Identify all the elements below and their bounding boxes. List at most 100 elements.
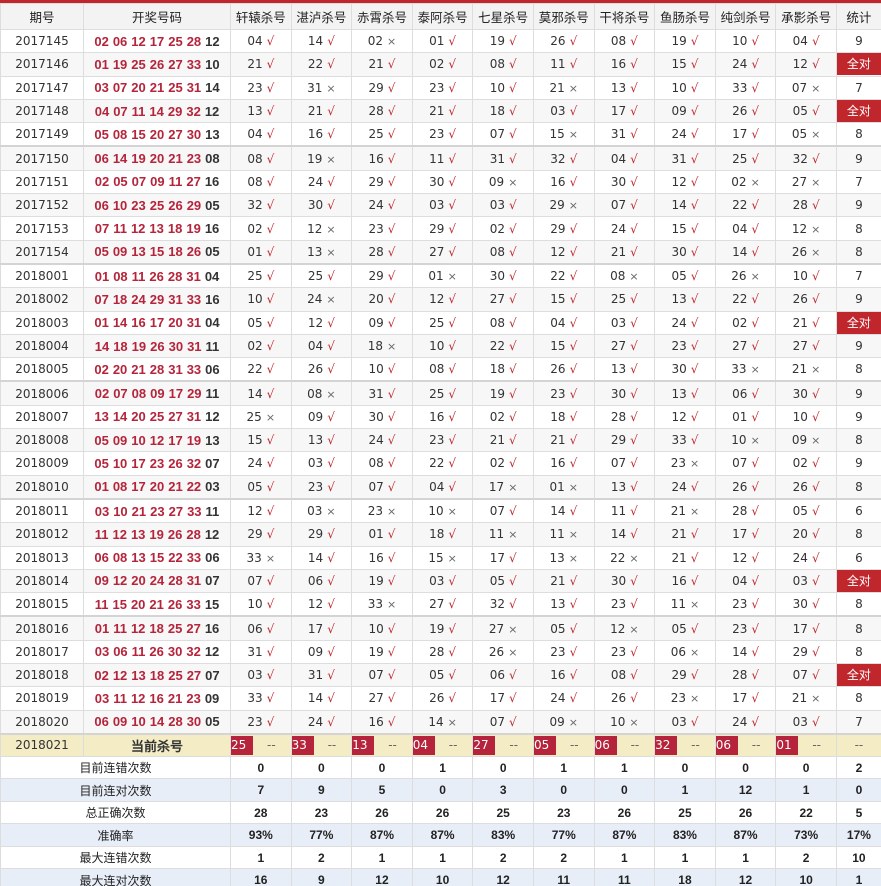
red-ball-number: 20 [149, 126, 165, 142]
kill-cell: 25 √ [230, 262, 292, 289]
kill-cell: 33 × [230, 545, 292, 570]
kill-number: 04 [732, 221, 748, 236]
kill-cell: 25 √ [351, 122, 413, 147]
kill-number: 02 [732, 315, 748, 330]
check-icon: √ [690, 174, 699, 189]
table-row: 2018016 01 11 12 18 25 27 16 06 √ 17 √ 10 √ 19 √ 27 × 05 √ 1… [0, 615, 881, 641]
kill-number: 05 [791, 127, 808, 142]
kill-cell: 09 × [472, 169, 534, 195]
check-icon: √ [630, 244, 638, 259]
check-icon: √ [751, 221, 760, 236]
kill-cell: 10 √ [351, 357, 413, 382]
summary-value: 18 [654, 868, 716, 886]
cross-icon: × [326, 387, 336, 401]
check-icon: √ [387, 80, 396, 95]
kill-cell: 21 √ [472, 428, 534, 453]
kill-cell: 13 √ [654, 380, 716, 406]
summary-value: 0 [351, 755, 413, 780]
kill-number: 12 [307, 221, 323, 236]
kill-cell: 29 √ [351, 169, 413, 195]
current-kill-cell: 27 -- [472, 732, 534, 757]
all-correct-badge: 全对 [837, 570, 881, 592]
check-icon: √ [630, 597, 638, 612]
check-icon: √ [751, 386, 760, 401]
red-ball-number: 18 [167, 221, 183, 237]
check-icon: √ [327, 269, 335, 284]
cross-icon: × [326, 293, 336, 307]
check-icon: √ [630, 127, 638, 142]
check-icon: √ [508, 34, 517, 49]
blue-ball-number: 12 [204, 526, 220, 542]
kill-cell: 12 √ [230, 497, 292, 524]
check-icon: √ [266, 57, 275, 72]
kill-number: 30 [671, 362, 687, 377]
kill-number: 25 [610, 292, 627, 307]
current-kill-number: 06 [716, 735, 738, 755]
summary-value: 25 [654, 800, 716, 825]
kill-number: 12 [429, 292, 445, 307]
red-ball-number: 31 [168, 361, 183, 377]
check-icon: √ [630, 433, 638, 448]
red-ball-number: 25 [131, 56, 146, 72]
kill-cell: 24 √ [775, 545, 837, 570]
check-icon: √ [630, 80, 638, 95]
check-icon: √ [811, 104, 820, 119]
stat-value: 8 [855, 433, 863, 448]
red-ball-number: 27 [168, 56, 183, 72]
red-ball-number: 23 [186, 151, 202, 167]
red-ball-number: 21 [131, 503, 147, 519]
kill-number: 20 [368, 292, 384, 307]
kill-cell: 03 √ [775, 709, 837, 735]
kill-cell: 10 × [714, 428, 777, 453]
kill-number: 11 [488, 527, 505, 542]
kill-number: 16 [550, 174, 566, 189]
kill-number: 27 [489, 292, 505, 307]
cross-icon: × [568, 551, 579, 565]
kill-number: 03 [307, 504, 323, 519]
summary-label: 准确率 [0, 823, 231, 847]
summary-value: 10 [775, 868, 837, 886]
red-ball-number: 27 [168, 503, 184, 519]
red-ball-number: 23 [150, 503, 165, 519]
check-icon: √ [266, 80, 275, 95]
check-icon: √ [448, 409, 457, 424]
current-kill-number: 06 [595, 735, 617, 755]
table-row: 2018012 11 12 13 19 26 28 12 29 √ 29 √ 01 √ 18 √ 11 × 11 × 1… [0, 522, 881, 547]
cross-icon: × [265, 410, 276, 424]
check-icon: √ [751, 714, 760, 729]
kill-cell: 27 √ [351, 686, 413, 711]
table-row: 2017151 02 05 07 09 11 27 16 08 √ 24 √ 29 √ 30 √ 09 × 16 √ 3… [0, 169, 881, 195]
kill-number: 04 [550, 315, 566, 330]
check-icon: √ [387, 691, 396, 706]
red-ball-number: 11 [131, 103, 146, 119]
red-ball-number: 03 [94, 644, 110, 660]
summary-value: 2 [835, 755, 881, 780]
red-ball-number: 31 [187, 338, 202, 354]
check-icon: √ [448, 174, 457, 189]
cross-icon: × [568, 480, 579, 494]
period-cell: 2018005 [0, 357, 84, 382]
red-ball-number: 12 [112, 526, 127, 542]
red-ball-number: 21 [149, 80, 165, 96]
red-ball-number: 13 [149, 221, 164, 237]
kill-cell: 23 √ [593, 592, 656, 617]
kill-cell: 17 √ [775, 615, 837, 641]
kill-cell: 10 √ [775, 262, 837, 289]
kill-number: 27 [429, 244, 445, 259]
kill-cell: 32 √ [775, 145, 837, 171]
cross-icon: × [811, 434, 821, 448]
kill-number: 19 [489, 34, 505, 49]
check-icon: √ [508, 127, 517, 142]
kill-number: 31 [368, 386, 384, 401]
blue-ball-number: 14 [205, 80, 220, 96]
kill-cell: 18 √ [472, 98, 534, 124]
cross-icon: × [811, 128, 821, 142]
kill-number: 06 [247, 621, 263, 636]
kill-number: 07 [610, 198, 627, 213]
kill-number: 29 [247, 527, 263, 542]
draw-numbers-cell: 05 10 17 23 26 32 07 [83, 451, 231, 476]
kill-number: 21 [368, 57, 384, 72]
stat-value: 8 [855, 244, 863, 259]
check-icon: √ [448, 527, 457, 542]
kill-number: 16 [307, 127, 324, 142]
